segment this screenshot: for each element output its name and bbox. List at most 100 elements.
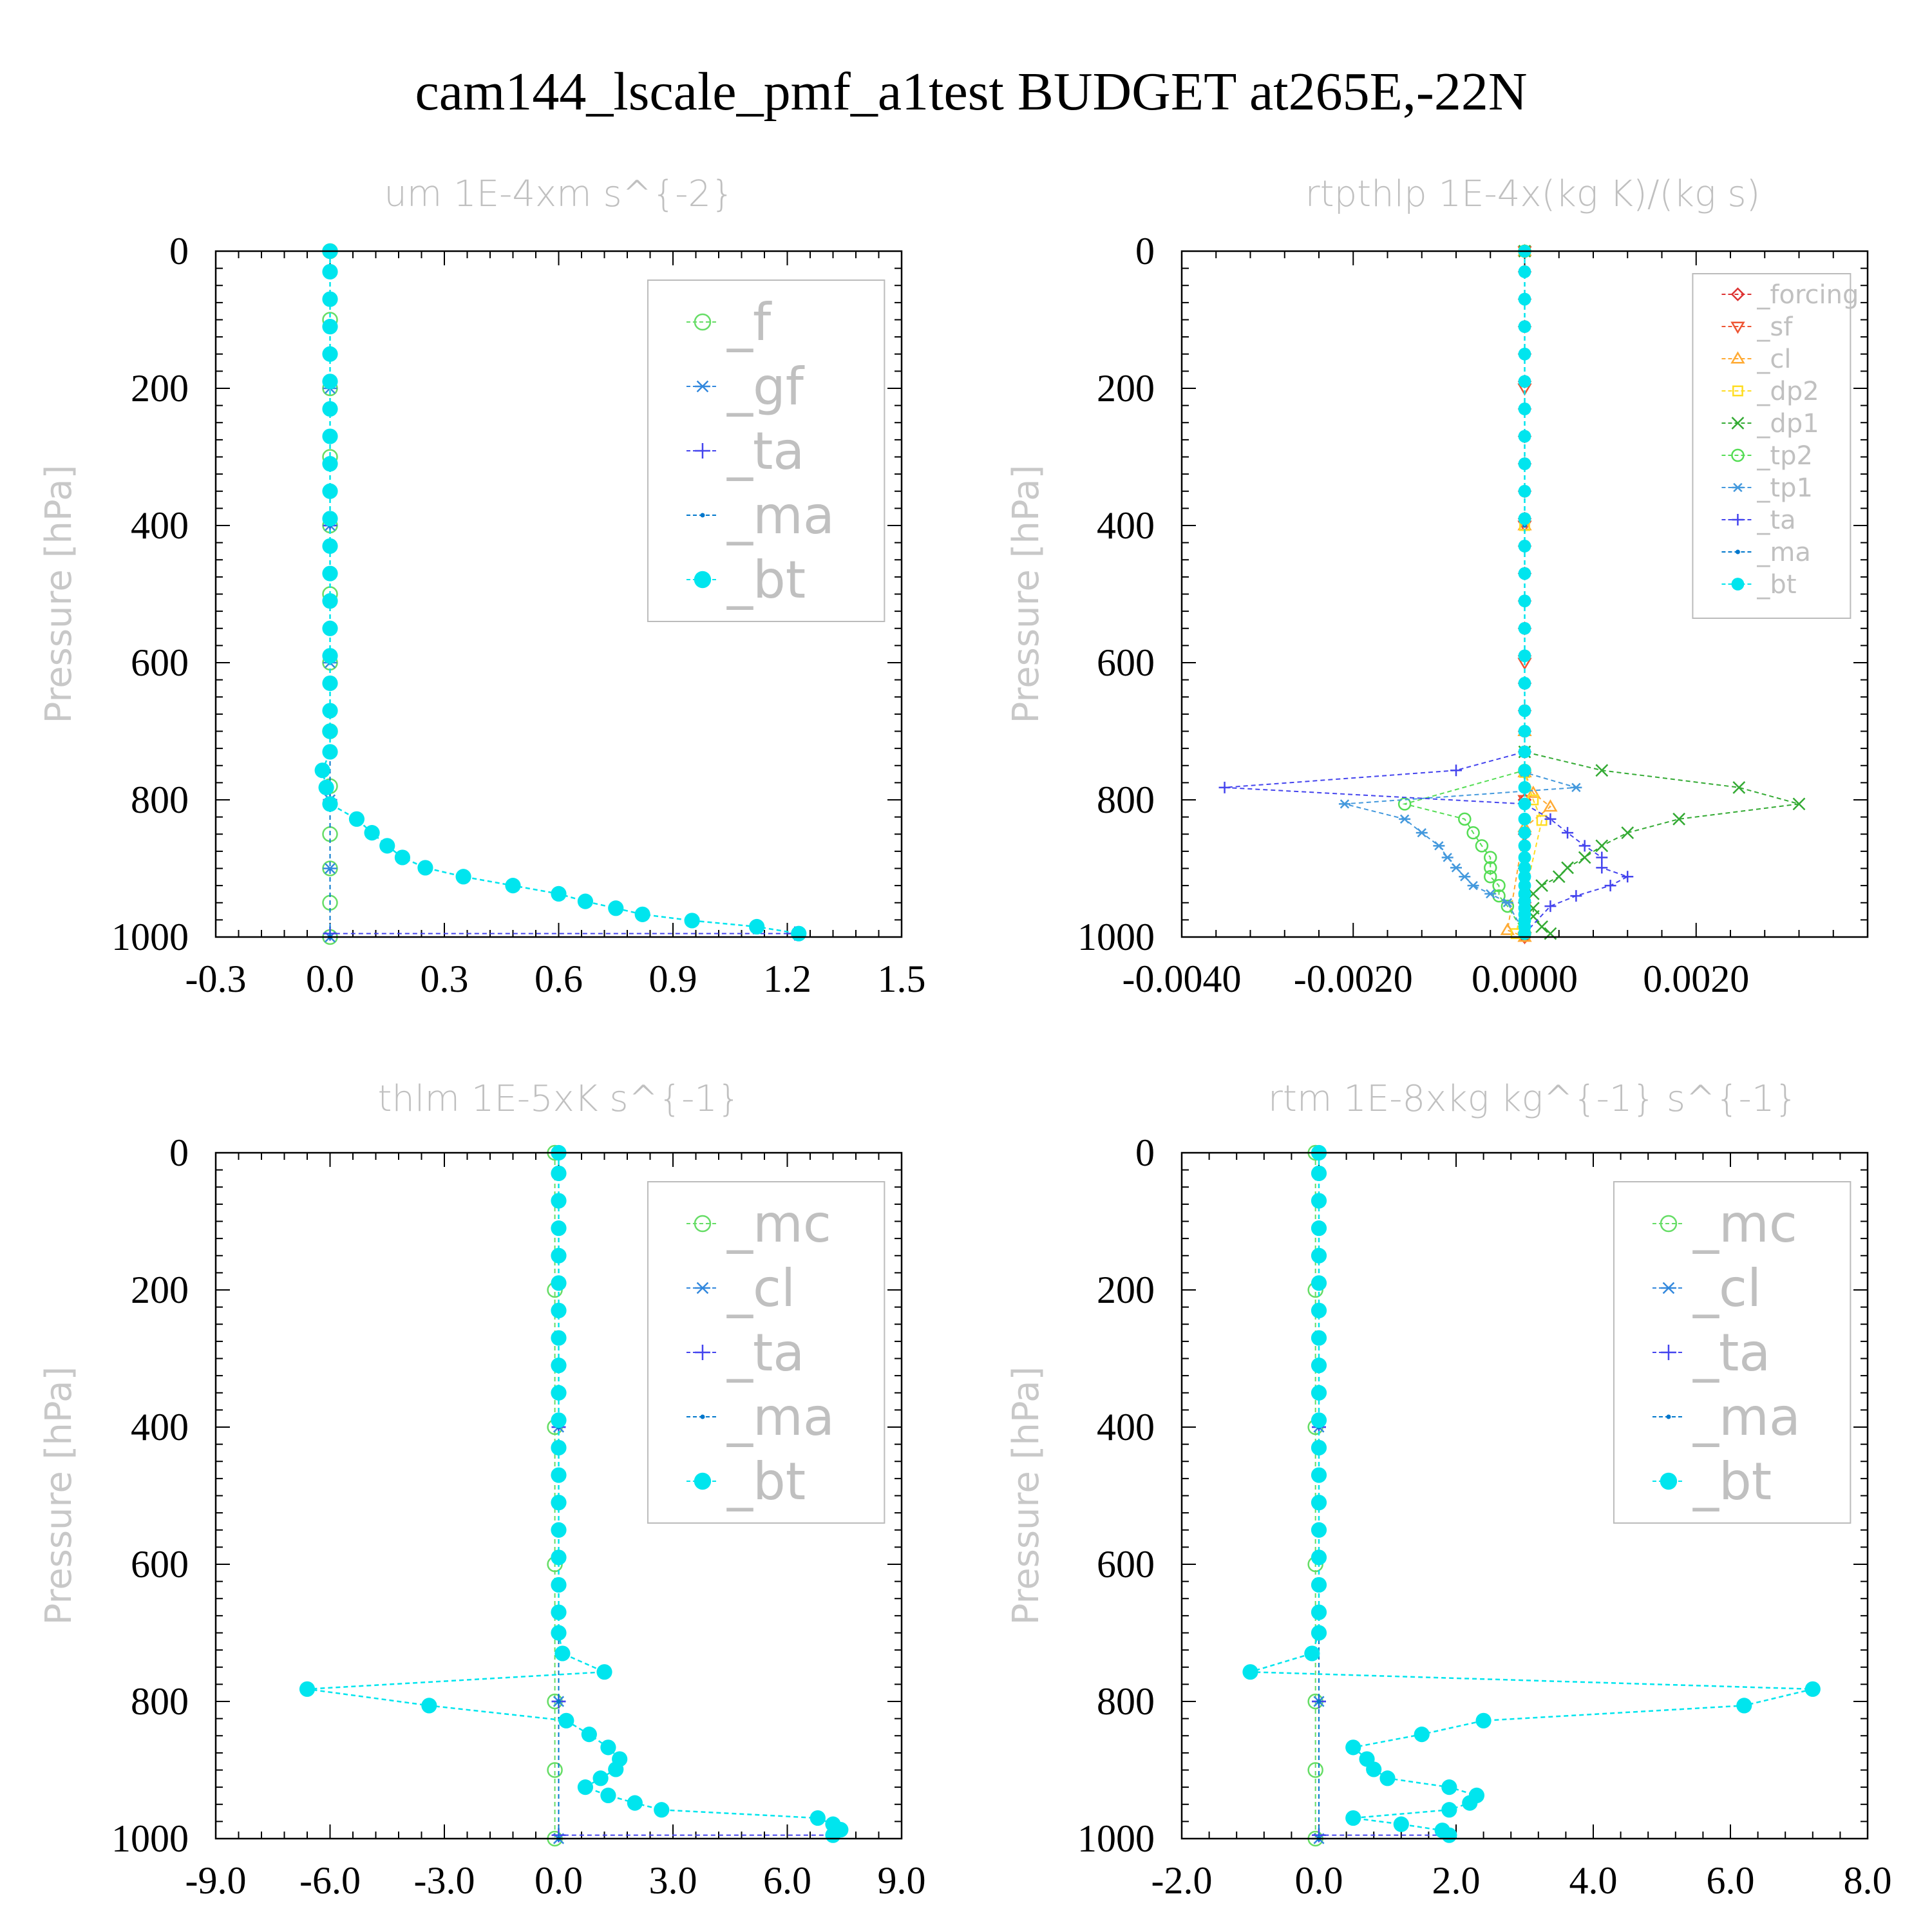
data-point bbox=[1621, 826, 1634, 840]
data-point bbox=[577, 1779, 594, 1795]
data-point bbox=[1518, 621, 1531, 635]
data-point bbox=[1736, 1698, 1752, 1714]
x-tick-label: 0.0020 bbox=[1643, 958, 1749, 1000]
x-tick-label: 8.0 bbox=[1844, 1859, 1892, 1902]
legend-label: _ta bbox=[726, 421, 804, 481]
y-tick-label: 400 bbox=[131, 504, 189, 547]
figure-title: cam144_lscale_pmf_a1test BUDGET at265E,-… bbox=[415, 62, 1527, 122]
data-point bbox=[551, 1439, 567, 1456]
data-point bbox=[322, 565, 338, 582]
data-point bbox=[1484, 851, 1497, 864]
legend-item: _sf bbox=[1721, 312, 1793, 342]
data-point bbox=[299, 1681, 316, 1697]
legend-marker bbox=[1732, 385, 1743, 397]
y-tick-label: 200 bbox=[1097, 367, 1155, 410]
legend-marker bbox=[694, 380, 710, 393]
data-point bbox=[1311, 1302, 1327, 1319]
data-point bbox=[1536, 815, 1548, 826]
data-point bbox=[505, 878, 521, 894]
data-point bbox=[1622, 871, 1634, 883]
legend-item: _ma bbox=[1721, 538, 1811, 567]
data-point bbox=[394, 849, 411, 866]
data-point bbox=[1466, 826, 1480, 840]
x-tick-label: 2.0 bbox=[1432, 1859, 1481, 1902]
x-tick-label: -0.0020 bbox=[1294, 958, 1413, 1000]
data-point bbox=[1596, 851, 1608, 864]
data-point bbox=[421, 1698, 437, 1714]
x-tick-label: 0.6 bbox=[535, 958, 583, 1000]
data-point bbox=[322, 428, 338, 444]
y-tick-label: 800 bbox=[131, 1680, 189, 1723]
y-tick-label: 600 bbox=[1097, 641, 1155, 684]
data-point bbox=[551, 1625, 567, 1641]
series-ta bbox=[1312, 1146, 1457, 1842]
data-point bbox=[322, 796, 338, 812]
x-tick-label: -0.0040 bbox=[1122, 958, 1242, 1000]
data-point bbox=[825, 1827, 841, 1843]
data-point bbox=[551, 1522, 567, 1538]
x-tick-label: 9.0 bbox=[878, 1859, 926, 1902]
data-point bbox=[1492, 878, 1506, 893]
data-point bbox=[1467, 880, 1479, 891]
y-axis-label: Pressure [hPa] bbox=[1005, 1367, 1047, 1625]
data-point bbox=[1518, 292, 1531, 306]
data-point bbox=[322, 291, 338, 307]
legend-marker bbox=[1730, 321, 1745, 334]
x-tick-label: 0.0000 bbox=[1472, 958, 1578, 1000]
data-point bbox=[1570, 782, 1582, 793]
data-point bbox=[322, 456, 338, 472]
legend-item: _ta bbox=[686, 1323, 804, 1383]
data-point bbox=[1518, 484, 1531, 498]
legend-marker bbox=[1732, 482, 1744, 493]
data-point bbox=[1393, 1816, 1409, 1832]
panel-title: rtpthlp 1E-4x(kg K)/(kg s) bbox=[1305, 173, 1761, 215]
data-point bbox=[577, 893, 594, 909]
data-point bbox=[551, 886, 567, 902]
data-point bbox=[1501, 898, 1513, 907]
data-point bbox=[551, 1385, 567, 1401]
data-point bbox=[1804, 1681, 1821, 1697]
legend-item: _bt bbox=[686, 1452, 806, 1511]
data-point bbox=[1672, 812, 1686, 826]
data-point bbox=[1433, 841, 1445, 851]
data-point bbox=[322, 319, 338, 335]
legend-item: _ta bbox=[1652, 1323, 1770, 1383]
legend-item: _ta bbox=[686, 421, 804, 481]
data-point bbox=[1345, 1810, 1361, 1826]
data-point bbox=[1518, 430, 1531, 443]
data-point bbox=[1535, 920, 1549, 933]
data-point bbox=[1311, 1577, 1327, 1593]
data-point bbox=[1399, 814, 1411, 824]
data-point bbox=[1518, 826, 1531, 840]
x-tick-label: 6.0 bbox=[1707, 1859, 1755, 1902]
data-point bbox=[1595, 764, 1609, 777]
data-point bbox=[1311, 1358, 1327, 1374]
legend-item: _cl bbox=[686, 1258, 795, 1318]
legend-label: _cl bbox=[1756, 345, 1791, 374]
data-point bbox=[551, 1220, 567, 1236]
data-point bbox=[1578, 840, 1591, 852]
y-tick-label: 0 bbox=[1135, 230, 1155, 272]
data-point bbox=[1218, 781, 1231, 793]
chart-panel-4: rtm 1E-8xkg kg^{-1} s^{-1} Pressure [hPa]… bbox=[1005, 1078, 1892, 1902]
data-point bbox=[1518, 402, 1531, 415]
data-point bbox=[1484, 889, 1497, 899]
data-point bbox=[600, 1787, 616, 1804]
data-point bbox=[1518, 375, 1531, 388]
data-point bbox=[791, 925, 807, 942]
y-tick-label: 1000 bbox=[111, 916, 189, 958]
legend-item: _cl bbox=[1721, 345, 1792, 374]
data-point bbox=[1544, 900, 1557, 913]
data-point bbox=[322, 648, 338, 664]
legend-marker bbox=[1660, 1472, 1678, 1490]
data-point bbox=[322, 538, 338, 554]
y-tick-label: 0 bbox=[1135, 1132, 1155, 1174]
data-point bbox=[1475, 1712, 1492, 1728]
legend-item: _mc bbox=[686, 1194, 831, 1254]
legend-item: _f bbox=[686, 292, 772, 352]
data-point bbox=[1518, 457, 1531, 471]
chart-panel-1: um 1E-4xm s^{-2} Pressure [hPa] 0 200 400 600… bbox=[38, 173, 926, 1000]
data-point bbox=[1518, 512, 1531, 526]
data-point bbox=[1518, 265, 1531, 278]
